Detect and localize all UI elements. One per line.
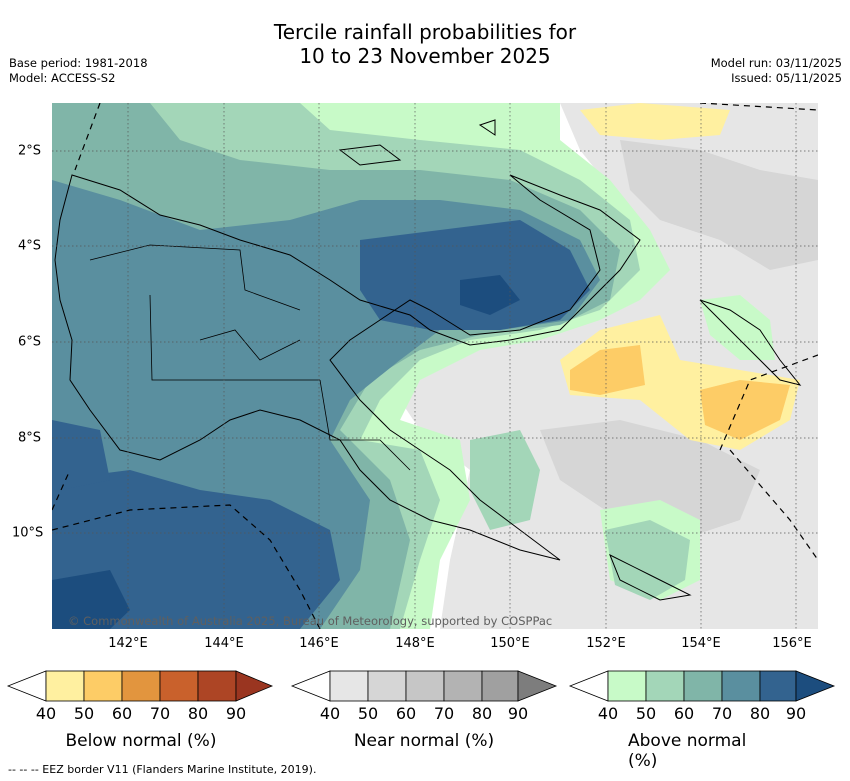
colorbar-below-extend-low [6, 670, 47, 702]
above-normal-90-sw [52, 570, 130, 629]
colorbar-label-below-normal: Below normal (%) [65, 731, 217, 751]
above-normal-50-southeast [605, 520, 690, 600]
above-normal-80-west [52, 420, 110, 490]
below-normal-north [580, 103, 730, 140]
coastlines [54, 119, 802, 601]
colorbar-near-extend-low [290, 670, 331, 702]
cbar-above-tick-80: 80 [749, 704, 771, 723]
title-line-1: Tercile rainfall probabilities for [273, 20, 577, 44]
colorbar-below-40 [45, 670, 85, 702]
lon-label-154: 154°E [681, 636, 721, 651]
below-normal-east-50 [570, 345, 645, 395]
colorbar-below-normal [6, 670, 274, 702]
map-title: Tercile rainfall probabilities for 10 to… [0, 20, 850, 68]
lat-label-10s: 10°S [12, 525, 44, 541]
title-line-2: 10 to 23 November 2025 [299, 44, 551, 68]
lat-label-6s: 6°S [18, 334, 42, 350]
cbar-above-tick-40: 40 [597, 704, 619, 723]
lon-label-142: 142°E [108, 636, 148, 651]
cbar-below-tick-60: 60 [111, 704, 133, 723]
lon-label-148: 148°E [395, 636, 435, 651]
colorbar-below-70 [159, 670, 199, 702]
copyright-credit: © Commonwealth of Australia 2025, Bureau… [68, 614, 553, 628]
cbar-below-tick-70: 70 [149, 704, 171, 723]
province-borders [89, 244, 411, 471]
base-period: Base period: 1981-2018 [9, 56, 148, 70]
above-normal-90-png [460, 275, 520, 315]
lon-label-146: 146°E [299, 636, 339, 651]
above-normal-80-south [52, 470, 340, 629]
colorbar-above-70 [721, 670, 761, 702]
cbar-near-tick-70: 70 [433, 704, 455, 723]
colorbar-above-normal [568, 670, 836, 702]
cbar-near-tick-90: 90 [507, 704, 529, 723]
lat-label-8s: 8°S [18, 430, 42, 446]
metadata-left: Base period: 1981-2018 Model: ACCESS-S2 [9, 56, 148, 86]
lat-label-2s: 2°S [18, 143, 42, 159]
colorbar-above-extend-high [795, 670, 836, 702]
cbar-near-tick-50: 50 [357, 704, 379, 723]
map-panel [52, 103, 818, 629]
eez-footnote: -- -- -- EEZ border V11 (Flanders Marine… [8, 763, 317, 776]
colorbar-above-80 [759, 670, 797, 702]
lon-label-144: 144°E [204, 636, 244, 651]
cbar-near-tick-60: 60 [395, 704, 417, 723]
cbar-below-tick-50: 50 [73, 704, 95, 723]
cbar-near-tick-80: 80 [471, 704, 493, 723]
colorbar-near-80 [481, 670, 519, 702]
cbar-above-tick-70: 70 [711, 704, 733, 723]
above-normal-80-png [360, 220, 590, 330]
near-normal-region-south [540, 420, 760, 540]
colorbar-above-50 [645, 670, 685, 702]
model-run: Model run: 03/11/2025 [710, 56, 842, 70]
cbar-below-tick-40: 40 [35, 704, 57, 723]
colorbar-label-near-normal: Near normal (%) [353, 731, 495, 751]
colorbar-above-40 [607, 670, 647, 702]
cbar-above-tick-90: 90 [785, 704, 807, 723]
colorbar-near-extend-high [517, 670, 558, 702]
cbar-above-tick-60: 60 [673, 704, 695, 723]
above-normal-50-south [470, 430, 540, 530]
colorbar-below-80 [197, 670, 237, 702]
above-normal-40-east [700, 295, 775, 360]
cbar-near-tick-40: 40 [319, 704, 341, 723]
cbar-below-tick-90: 90 [225, 704, 247, 723]
colorbar-above-60 [683, 670, 723, 702]
colorbar-below-60 [121, 670, 161, 702]
lon-label-150: 150°E [490, 636, 530, 651]
metadata-right: Model run: 03/11/2025 Issued: 05/11/2025 [711, 56, 842, 86]
near-normal-region-east-2 [620, 140, 818, 270]
model-name: Model: ACCESS-S2 [9, 71, 116, 85]
issued-date: Issued: 05/11/2025 [731, 71, 842, 85]
lon-label-156: 156°E [772, 636, 812, 651]
below-normal-east-50b [700, 380, 790, 440]
lat-label-4s: 4°S [18, 238, 42, 254]
colorbar-near-50 [367, 670, 407, 702]
eez-borders [52, 103, 818, 629]
lon-label-152: 152°E [586, 636, 626, 651]
colorbar-near-70 [443, 670, 483, 702]
colorbar-below-extend-high [235, 670, 274, 702]
colorbar-near-40 [329, 670, 369, 702]
colorbar-near-60 [405, 670, 445, 702]
colorbar-above-extend-low [568, 670, 609, 702]
colorbar-label-above-normal: Above normal (%) [628, 731, 747, 771]
colorbar-near-normal [290, 670, 558, 702]
cbar-below-tick-80: 80 [187, 704, 209, 723]
colorbar-below-50 [83, 670, 123, 702]
cbar-above-tick-50: 50 [635, 704, 657, 723]
